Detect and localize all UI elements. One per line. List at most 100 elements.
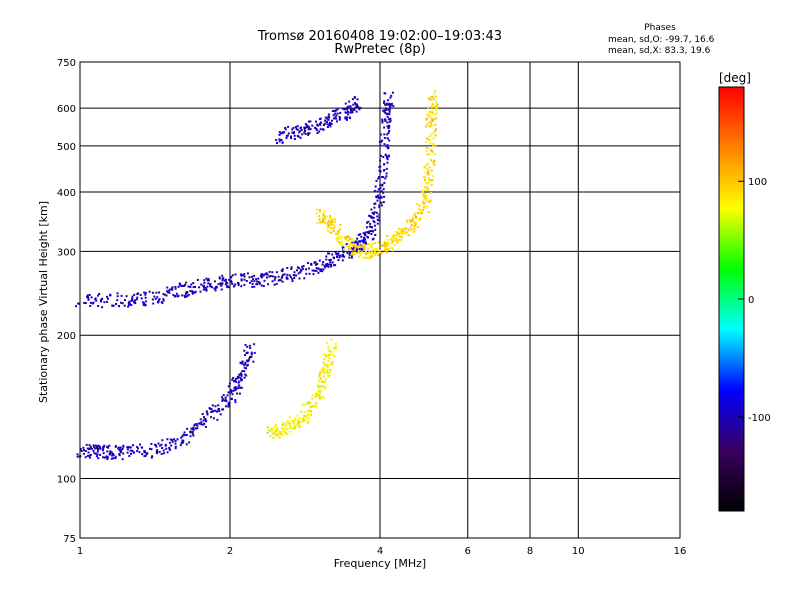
echo-point	[228, 278, 231, 281]
echo-point	[88, 294, 91, 296]
echo-point	[109, 294, 112, 297]
echo-point	[391, 247, 394, 250]
echo-point	[352, 251, 355, 254]
echo-point	[322, 268, 325, 271]
echo-point	[315, 212, 318, 215]
echo-point	[431, 103, 434, 106]
echo-point	[380, 190, 383, 193]
echo-point	[385, 172, 388, 175]
echo-point	[302, 265, 305, 267]
echo-point	[337, 232, 340, 235]
echo-point	[299, 271, 302, 274]
echo-point	[330, 263, 333, 266]
echo-point	[358, 240, 361, 243]
echo-point	[250, 353, 253, 356]
echo-point	[370, 225, 373, 228]
echo-point	[329, 368, 332, 371]
echo-point	[332, 224, 335, 227]
echo-point	[330, 123, 333, 125]
echo-point	[395, 239, 398, 242]
echo-point	[386, 125, 389, 128]
echo-point	[290, 135, 292, 138]
echo-point	[375, 179, 378, 182]
echo-point	[278, 138, 281, 141]
echo-point	[381, 252, 384, 254]
echo-point	[227, 391, 230, 394]
echo-point	[315, 269, 318, 272]
echo-point	[133, 300, 136, 303]
echo-point	[381, 119, 384, 122]
echo-point	[83, 301, 86, 304]
echo-point	[175, 292, 178, 295]
echo-point	[286, 433, 289, 435]
echo-point	[250, 355, 253, 358]
echo-point	[349, 117, 352, 120]
echo-point	[93, 452, 96, 455]
x-tick-label: 10	[572, 546, 585, 557]
echo-point	[418, 204, 421, 207]
echo-point	[328, 115, 331, 118]
echo-point	[328, 374, 331, 377]
echo-point	[400, 229, 403, 232]
echo-point	[334, 251, 337, 254]
echo-point	[356, 243, 359, 246]
echo-point	[347, 113, 350, 116]
echo-point	[406, 221, 409, 224]
echo-point	[276, 434, 279, 437]
echo-point	[332, 227, 335, 230]
echo-point	[194, 423, 197, 426]
echo-point	[383, 163, 386, 166]
echo-point	[387, 154, 390, 157]
echo-point	[82, 452, 85, 455]
echo-point	[270, 429, 273, 432]
echo-point	[324, 218, 327, 220]
echo-point	[192, 286, 195, 289]
echo-point	[370, 245, 373, 248]
echo-point	[334, 342, 337, 345]
echo-point	[153, 295, 156, 298]
echo-point	[80, 450, 83, 452]
echo-point	[345, 239, 348, 242]
echo-point	[421, 211, 423, 214]
echo-point	[101, 449, 104, 452]
echo-point	[436, 103, 439, 106]
echo-point	[143, 455, 146, 458]
echo-point	[328, 353, 331, 356]
echo-point	[315, 120, 317, 123]
echo-point	[424, 194, 427, 197]
echo-point	[240, 273, 243, 276]
echo-point	[268, 275, 271, 278]
echo-point	[214, 289, 217, 292]
echo-point	[120, 449, 123, 452]
echo-point	[155, 445, 158, 448]
echo-point	[435, 128, 437, 131]
echo-point	[372, 230, 375, 233]
echo-point	[360, 248, 363, 251]
echo-point	[374, 228, 377, 231]
echo-point	[217, 283, 220, 286]
echo-point	[174, 287, 177, 290]
echo-point	[181, 441, 184, 444]
echo-point	[322, 367, 325, 369]
echo-point	[106, 300, 108, 303]
echo-point	[328, 370, 331, 373]
x-tick-label: 16	[674, 546, 687, 557]
echo-point	[316, 384, 319, 387]
echo-point	[415, 216, 418, 218]
echo-point	[345, 237, 348, 240]
echo-point	[84, 302, 87, 305]
scatter-points	[75, 90, 439, 461]
echo-point	[273, 425, 276, 428]
echo-point	[253, 343, 256, 346]
echo-point	[279, 432, 282, 435]
echo-point	[380, 196, 383, 199]
echo-point	[403, 230, 406, 233]
echo-point	[341, 235, 343, 238]
echo-point	[327, 113, 330, 116]
echo-point	[105, 456, 108, 459]
echo-point	[111, 454, 114, 457]
echo-point	[158, 450, 161, 453]
echo-point	[297, 272, 300, 275]
echo-point	[391, 91, 394, 94]
